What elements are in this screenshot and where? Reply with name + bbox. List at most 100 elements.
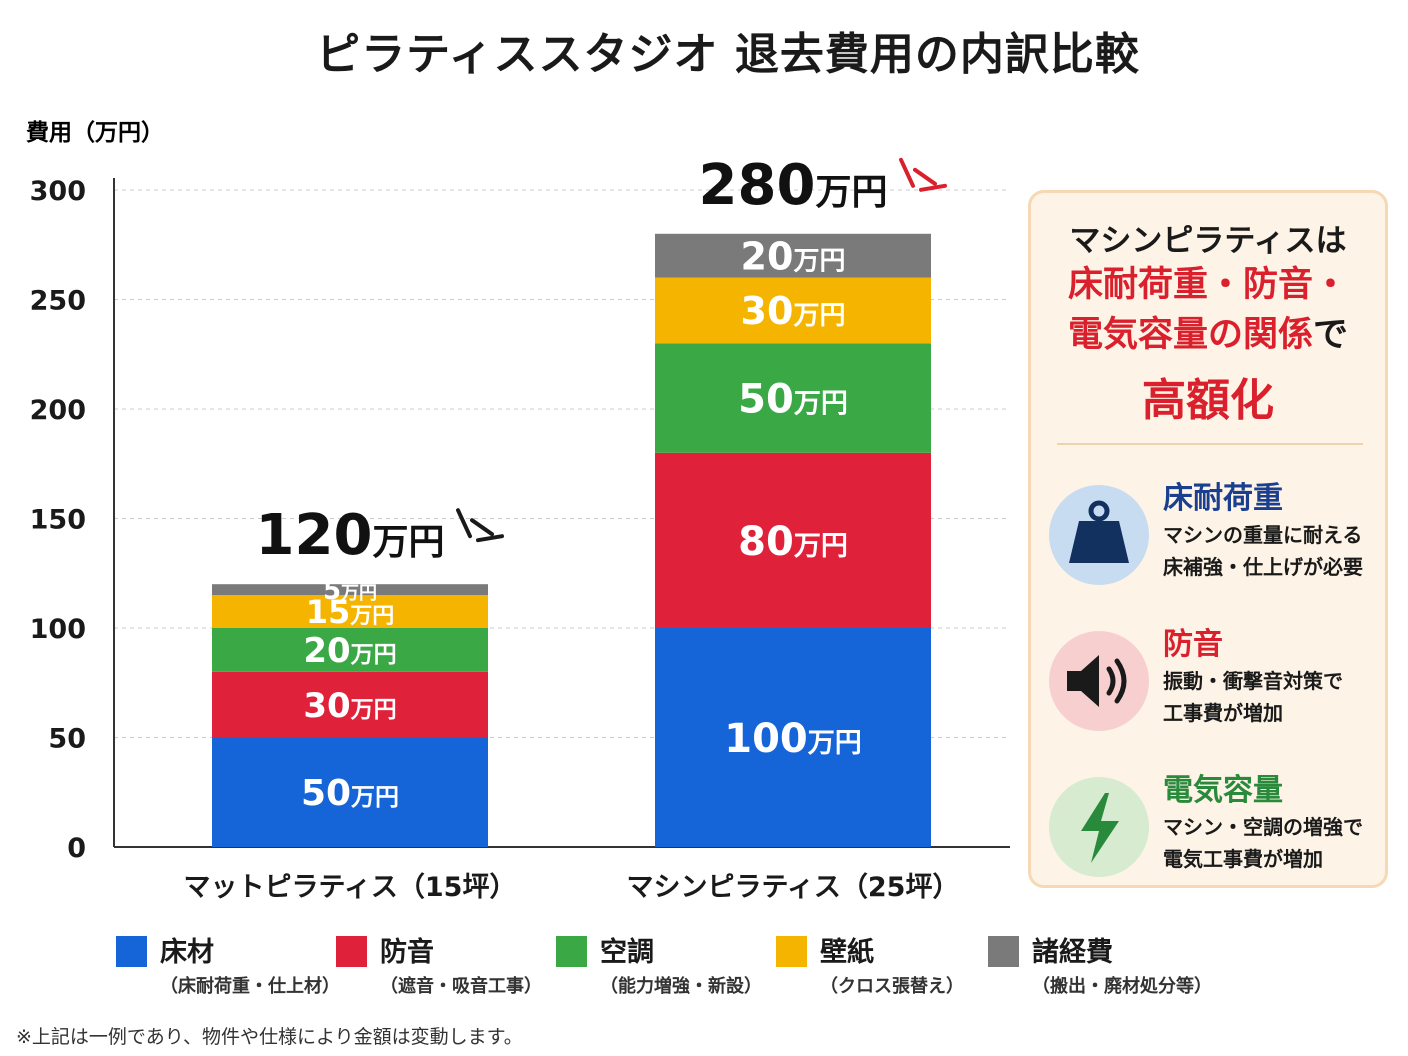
panel-divider bbox=[1057, 443, 1363, 445]
legend-name: 床材 bbox=[160, 937, 214, 968]
bar-segment bbox=[655, 628, 931, 847]
panel-heading-line1: マシンピラティスは bbox=[1069, 223, 1347, 259]
y-tick-label: 200 bbox=[30, 395, 86, 426]
total-value: 280 bbox=[699, 153, 816, 218]
legend-swatch bbox=[116, 936, 147, 967]
data-label: 30万円 bbox=[741, 289, 846, 333]
data-label-unit: 万円 bbox=[351, 697, 397, 723]
data-label-unit: 万円 bbox=[351, 642, 397, 668]
data-label-unit: 万円 bbox=[794, 531, 848, 562]
panel-heading-line3: 電気容量の関係で bbox=[1031, 310, 1385, 360]
feature-desc-line: 工事費が増加 bbox=[1163, 701, 1283, 725]
total-unit: 万円 bbox=[372, 522, 444, 563]
emphasis-mark bbox=[456, 508, 472, 539]
feature-desc-line: 電気工事費が増加 bbox=[1163, 847, 1323, 871]
y-tick-label: 300 bbox=[30, 176, 86, 207]
legend-swatch bbox=[336, 936, 367, 967]
chart-title: ピラティススタジオ 退去費用の内訳比較 bbox=[316, 29, 1140, 80]
total-unit: 万円 bbox=[815, 172, 887, 213]
data-label-unit: 万円 bbox=[808, 728, 862, 759]
feature-description: マシンの重量に耐える 床補強・仕上げが必要 bbox=[1163, 519, 1363, 583]
data-label: 100万円 bbox=[724, 716, 862, 762]
feature-desc-line: 振動・衝撃音対策で bbox=[1163, 669, 1343, 693]
legend-subtext: （遮音・吸音工事） bbox=[380, 976, 542, 997]
data-label-unit: 万円 bbox=[793, 246, 845, 276]
bar-segment bbox=[212, 584, 488, 596]
y-tick-label: 100 bbox=[30, 614, 86, 645]
panel-heading-line3-red: 電気容量の関係 bbox=[1067, 315, 1313, 355]
data-label-unit: 万円 bbox=[351, 783, 399, 811]
data-label-unit: 万円 bbox=[340, 583, 377, 604]
data-label: 50万円 bbox=[301, 773, 399, 814]
bar-segment bbox=[655, 233, 931, 278]
data-label-value: 15 bbox=[306, 593, 351, 631]
total-label: 120万円 bbox=[256, 503, 445, 568]
bar-segment bbox=[655, 343, 931, 453]
footnote: ※上記は一例であり、物件や仕様により金額は変動します。 bbox=[16, 1026, 523, 1048]
speaker-icon-circle bbox=[1049, 631, 1149, 731]
panel-heading-emphasis: 高額化 bbox=[1142, 375, 1274, 426]
y-tick-label: 150 bbox=[30, 505, 86, 536]
explanation-panel: マシンピラティスは 床耐荷重・防音・ 電気容量の関係で 高額化 床耐荷重 マシン… bbox=[1028, 190, 1388, 888]
data-label-value: 50 bbox=[738, 376, 794, 422]
total-label: 280万円 bbox=[699, 153, 888, 218]
weight-icon bbox=[1069, 500, 1129, 563]
speaker-icon bbox=[1067, 655, 1127, 707]
data-label: 50万円 bbox=[738, 376, 848, 422]
legend-name: 防音 bbox=[380, 937, 434, 968]
panel-heading-line3-tail: で bbox=[1313, 315, 1349, 355]
weight-icon-circle bbox=[1049, 485, 1149, 585]
bar-segment bbox=[212, 628, 488, 672]
bar-segment bbox=[655, 452, 931, 628]
emphasis-mark bbox=[470, 518, 494, 537]
data-label-value: 20 bbox=[741, 234, 794, 278]
feature-desc-line: マシンの重量に耐える bbox=[1163, 523, 1363, 547]
emphasis-mark bbox=[476, 534, 504, 543]
lightning-icon-circle bbox=[1049, 777, 1149, 877]
feature-electric-capacity: 電気容量 マシン・空調の増強で 電気工事費が増加 bbox=[1049, 765, 1379, 877]
feature-desc-line: マシン・空調の増強で bbox=[1163, 815, 1363, 839]
y-tick-label: 50 bbox=[48, 724, 86, 755]
data-label-value: 100 bbox=[724, 716, 808, 762]
legend-subtext: （クロス張替え） bbox=[820, 976, 964, 997]
feature-description: 振動・衝撃音対策で 工事費が増加 bbox=[1163, 665, 1343, 729]
total-value: 120 bbox=[256, 503, 373, 568]
stacked-bar-chart: 費用（万円）05010015020025030050万円30万円20万円15万円… bbox=[26, 119, 1010, 903]
data-label-value: 50 bbox=[301, 773, 351, 814]
data-label-value: 20 bbox=[303, 631, 350, 671]
legend-subtext: （搬出・廃材処分等） bbox=[1032, 976, 1212, 997]
data-label: 20万円 bbox=[303, 631, 396, 671]
x-category-label: マットピラティス（15坪） bbox=[184, 872, 517, 903]
legend-subtext: （能力増強・新設） bbox=[600, 976, 762, 997]
data-label: 20万円 bbox=[741, 234, 846, 278]
lightning-icon bbox=[1081, 793, 1119, 863]
data-label-unit: 万円 bbox=[793, 301, 845, 331]
bar-segment bbox=[212, 671, 488, 738]
x-category-label: マシンピラティス（25坪） bbox=[627, 872, 960, 903]
y-tick-label: 0 bbox=[67, 833, 86, 864]
legend-swatch bbox=[988, 936, 1019, 967]
bar-segment bbox=[655, 277, 931, 344]
feature-description: マシン・空調の増強で 電気工事費が増加 bbox=[1163, 811, 1363, 875]
emphasis-mark bbox=[919, 183, 947, 192]
y-tick-label: 250 bbox=[30, 286, 86, 317]
data-label: 30万円 bbox=[303, 686, 396, 726]
legend-name: 壁紙 bbox=[820, 937, 874, 968]
panel-heading: マシンピラティスは 床耐荷重・防音・ 電気容量の関係で 高額化 bbox=[1031, 215, 1385, 428]
feature-title: 防音 bbox=[1163, 627, 1223, 662]
y-axis-label: 費用（万円） bbox=[26, 119, 164, 146]
data-label-value: 30 bbox=[741, 289, 794, 333]
legend-swatch bbox=[556, 936, 587, 967]
feature-floor-load: 床耐荷重 マシンの重量に耐える 床補強・仕上げが必要 bbox=[1049, 473, 1379, 585]
data-label-value: 30 bbox=[303, 686, 350, 726]
emphasis-mark bbox=[899, 157, 915, 188]
legend-name: 空調 bbox=[600, 937, 654, 968]
feature-title: 電気容量 bbox=[1163, 773, 1283, 808]
feature-title: 床耐荷重 bbox=[1163, 481, 1283, 516]
data-label: 15万円 bbox=[306, 593, 395, 631]
legend-name: 諸経費 bbox=[1032, 937, 1113, 968]
feature-desc-line: 床補強・仕上げが必要 bbox=[1163, 555, 1363, 579]
bar-segment bbox=[212, 595, 488, 628]
panel-heading-line2: 床耐荷重・防音・ bbox=[1067, 265, 1348, 305]
data-label: 80万円 bbox=[738, 519, 848, 565]
